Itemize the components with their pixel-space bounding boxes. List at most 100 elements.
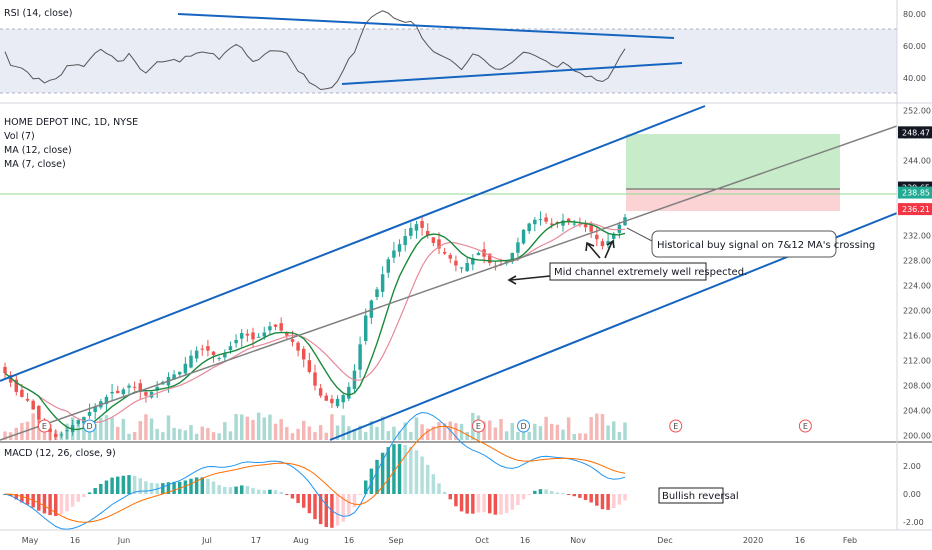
volume-bar <box>409 432 413 440</box>
volume-bar <box>99 417 103 440</box>
macd-histogram-bar <box>600 494 605 510</box>
time-tick: Sep <box>388 536 403 545</box>
candle-body <box>37 405 41 420</box>
price-tick: 220.00 <box>903 307 931 316</box>
event-marker-circle <box>37 419 51 433</box>
candle-body <box>268 326 272 331</box>
volume-bar <box>273 423 278 440</box>
candle-body <box>448 255 453 259</box>
volume-bar <box>104 415 109 440</box>
volume-bar <box>595 413 599 440</box>
macd-histogram-bar <box>527 494 531 495</box>
macd-histogram-bar <box>380 452 385 494</box>
candle-body <box>437 239 441 249</box>
price-tag-bg <box>898 203 932 216</box>
volume-bar <box>330 414 334 440</box>
volume-bar <box>454 423 458 440</box>
macd-histogram-bar <box>504 494 509 513</box>
price-pane <box>0 105 897 441</box>
macd-histogram-bar <box>454 494 458 507</box>
candle-body <box>59 434 64 436</box>
macd-pane <box>3 411 627 530</box>
candle-body <box>510 252 515 262</box>
volume-bar <box>211 432 216 440</box>
macd-histogram-bar <box>335 494 340 526</box>
macd-histogram-bar <box>87 492 92 494</box>
macd-histogram-bar <box>448 494 453 500</box>
volume-bar <box>138 421 143 440</box>
macd-histogram-bar <box>251 488 255 494</box>
time-tick: May <box>22 536 39 545</box>
volume-bar <box>335 425 340 440</box>
volume-bar <box>352 428 357 440</box>
candle-body <box>177 371 182 375</box>
candle-body <box>172 374 176 380</box>
annotation-bullish-reversal: Bullish reversal <box>658 487 739 504</box>
mid-channel-box <box>549 262 707 281</box>
event-marker-circle <box>471 419 485 433</box>
macd-histogram-bar <box>59 494 64 515</box>
chart-title: HOME DEPOT INC, 1D, NYSE <box>4 117 138 128</box>
macd-histogram-bar <box>296 494 300 503</box>
candle-body <box>251 332 255 340</box>
macd-histogram-bar <box>285 494 289 495</box>
volume-bar <box>144 414 148 440</box>
rsi-line <box>4 10 626 91</box>
macd-histogram-bar <box>476 494 481 513</box>
volume-bar <box>262 417 267 440</box>
macd-histogram-bar <box>341 494 345 522</box>
macd-histogram-bar <box>533 490 537 494</box>
candle-body <box>606 241 610 245</box>
macd-histogram-bar <box>200 477 205 494</box>
macd-histogram-bar <box>369 468 374 494</box>
macd-histogram-bar <box>521 494 526 500</box>
volume-bar <box>217 433 221 440</box>
event-marker-label: E <box>42 422 47 431</box>
volume-bar <box>589 417 593 440</box>
volume-bar <box>172 427 176 440</box>
macd-histogram-bar <box>555 492 560 494</box>
time-tick: 2020 <box>743 536 763 545</box>
volume-bar <box>93 424 97 440</box>
time-tick: Aug <box>293 536 309 545</box>
rsi-trendline-bottom <box>341 62 683 85</box>
macd-histogram-bar <box>189 478 193 494</box>
ma7-line <box>4 220 626 431</box>
macd-histogram-bar <box>53 494 58 516</box>
macd-histogram-bar <box>493 494 498 515</box>
arrow-icon <box>507 239 615 285</box>
macd-histogram-bar <box>583 494 588 500</box>
time-tick: Jul <box>201 536 212 545</box>
candle-body <box>200 348 205 350</box>
time-tick: Jun <box>117 536 131 545</box>
buy-signal-pointer <box>626 227 653 242</box>
macd-histogram-bar <box>414 450 419 494</box>
macd-histogram-bar <box>589 494 593 503</box>
volume-bar <box>149 418 154 440</box>
candle-body <box>211 351 216 355</box>
price-tick: 228.00 <box>903 256 931 265</box>
candle-body <box>183 363 188 374</box>
macd-histogram-bar <box>409 446 413 494</box>
volume-bar <box>425 428 430 440</box>
candle-body <box>363 315 368 342</box>
candle-body <box>14 379 19 392</box>
candle-body <box>290 339 295 342</box>
macd-histogram-bar <box>290 494 295 499</box>
volume-bar <box>482 421 486 440</box>
macd-histogram-bar <box>206 478 210 494</box>
price-tick: 216.00 <box>903 332 931 341</box>
macd-histogram-bar <box>595 494 599 506</box>
volume-bar <box>617 431 622 440</box>
volume-bar <box>600 414 605 440</box>
time-tick: Nov <box>570 536 586 545</box>
mid-channel-text: Mid channel extremely well respected. <box>554 267 747 278</box>
volume-bar <box>324 432 329 440</box>
volume-bar <box>465 432 469 440</box>
macd-histogram-bar <box>623 494 627 501</box>
time-tick: 16 <box>344 536 354 545</box>
volume-bar <box>375 426 379 440</box>
candle-body <box>595 234 599 240</box>
candle-body <box>296 342 300 351</box>
macd-histogram-bar <box>471 494 475 514</box>
